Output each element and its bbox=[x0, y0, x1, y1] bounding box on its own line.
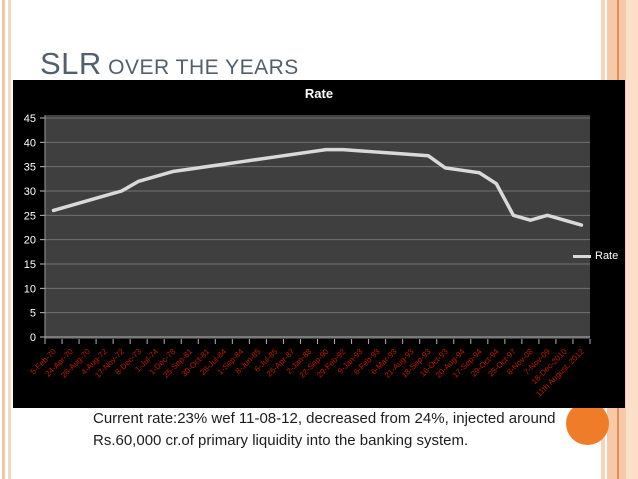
chart-plot-area: 0510152025303540455-Feb-7024-Apr-7028-Au… bbox=[24, 113, 591, 399]
left-border-decoration bbox=[0, 0, 13, 479]
legend-label: Rate bbox=[595, 250, 619, 262]
slr-rate-chart: Rate 0 5 10 15 20 25 30 35 40 45 5-Feb-70 24-Apr-70… bbox=[13, 80, 625, 408]
svg-text:5: 5 bbox=[30, 308, 36, 320]
svg-text:10: 10 bbox=[24, 283, 36, 295]
svg-text:25: 25 bbox=[24, 210, 36, 222]
chart-title: Rate bbox=[304, 86, 334, 101]
svg-text:45: 45 bbox=[24, 113, 36, 125]
svg-text:20: 20 bbox=[24, 235, 36, 247]
svg-text:0: 0 bbox=[30, 332, 36, 344]
caption-text: Current rate:23% wef 11-08-12, decreased… bbox=[93, 410, 564, 449]
svg-text:35: 35 bbox=[24, 162, 36, 174]
accent-circle bbox=[566, 402, 609, 445]
page-title-rest: OVER THE YEARS bbox=[101, 56, 299, 79]
page-title: SLR OVER THE YEARS bbox=[40, 45, 299, 82]
svg-text:15: 15 bbox=[24, 259, 36, 271]
page-title-main: SLR bbox=[40, 46, 102, 81]
legend-line-marker bbox=[573, 254, 591, 258]
svg-text:40: 40 bbox=[24, 137, 36, 149]
svg-text:30: 30 bbox=[24, 186, 36, 198]
chart-legend: Rate bbox=[573, 250, 618, 262]
